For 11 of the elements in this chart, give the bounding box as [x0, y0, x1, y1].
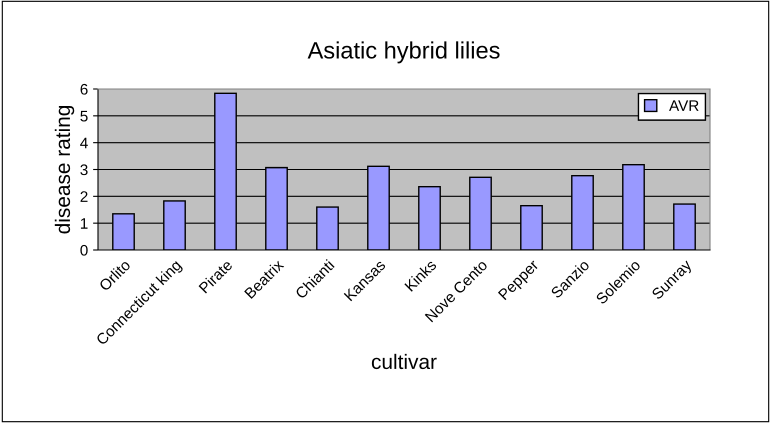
y-tick-label: 1	[80, 218, 88, 229]
chart-title: Asiatic hybrid lilies	[308, 41, 500, 64]
y-tick-label: 4	[80, 138, 88, 148]
y-tick-label: 6	[80, 84, 88, 95]
legend-label: AVR	[669, 100, 699, 111]
y-tick-label: 0	[80, 244, 88, 256]
y-axis-title: disease rating	[54, 106, 74, 234]
y-tick-label: 2	[80, 191, 88, 202]
y-tick-label: 3	[80, 164, 88, 176]
y-tick-label: 5	[80, 110, 88, 122]
x-axis-title: cultivar	[372, 354, 437, 370]
